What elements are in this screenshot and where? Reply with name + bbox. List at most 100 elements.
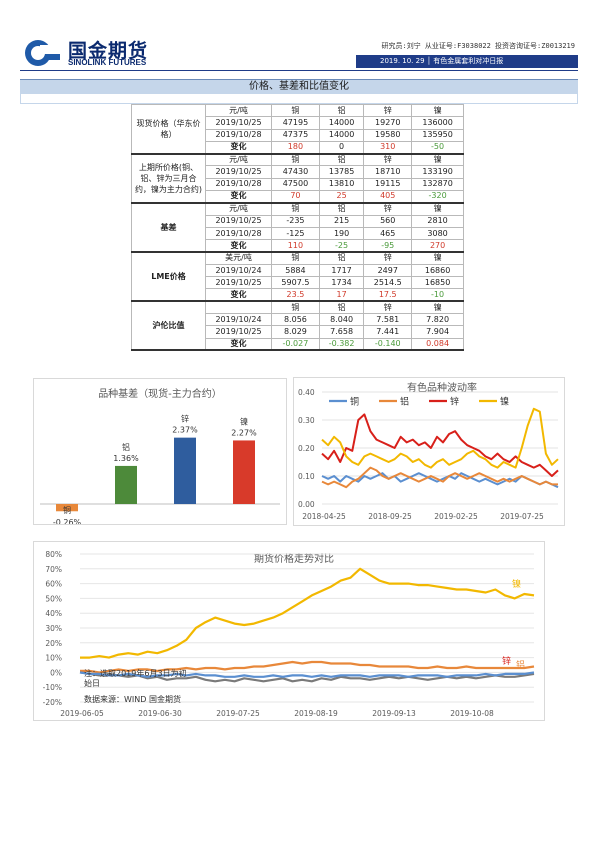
basis-bar-chart: 品种基差（现货-主力合约） 铜 -0.26% 铝 1.36% 锌 2.37% 镍 2.27%	[33, 378, 287, 527]
table-cell: 136000	[411, 116, 464, 130]
table-cell: -25	[318, 239, 365, 254]
table-cell: 1734	[318, 276, 365, 290]
table-cell: 47195	[271, 116, 320, 130]
table-row-label: 2019/10/24	[205, 263, 272, 278]
table-cell: 3080	[411, 226, 464, 241]
legend-label: 镍	[500, 396, 509, 408]
table-row-label: 2019/10/28	[205, 128, 272, 142]
y-tick-label: 80%	[45, 550, 62, 559]
table-cell: 18710	[363, 165, 413, 179]
table-cell: 铜	[271, 251, 320, 265]
volatility-line-chart: 有色品种波动率 0.00 0.10 0.20 0.30 0.40 2018-04-25 201…	[293, 377, 565, 526]
table-row: 变化 70 25 405 -320	[132, 190, 464, 204]
table-row-label: 变化	[205, 288, 272, 303]
table-cell: -0.027	[271, 337, 320, 352]
price-trend-chart: 期货价格走势对比 80% 70% 60% 50% 40% 30% 20% 10% 0% -10% -2…	[33, 541, 545, 721]
table-cell: 17.5	[363, 288, 413, 303]
table-cell: 镍	[411, 202, 464, 216]
company-name-cn: 国金期货	[68, 40, 149, 62]
table-row-label: 元/吨	[205, 153, 272, 167]
series-line	[321, 407, 559, 469]
table-cell: 锌	[363, 251, 413, 265]
table-row-label	[205, 300, 272, 315]
table-cell: 70	[271, 190, 320, 204]
table-row-label: 2019/10/24	[205, 313, 272, 327]
table-row-label: 元/吨	[205, 202, 272, 216]
table-cell: 铜	[271, 300, 320, 315]
x-tick-label: 2019-08-19	[294, 709, 338, 718]
table-row: LME价格 美元/吨铜铝锌镍	[131, 251, 464, 303]
y-tick-label: 0%	[50, 668, 62, 677]
chart-note: 始日	[84, 678, 100, 688]
y-tick-label: 0.10	[298, 472, 315, 481]
section-frame	[20, 94, 578, 104]
x-tick-label: 2019-06-05	[60, 709, 104, 718]
y-tick-label: -10%	[43, 683, 62, 692]
table-row: 上期所价格(铜、铝、锌为三月合约，镍为主力合约) 元/吨铜铝锌镍	[131, 153, 464, 204]
table-cell: 190	[318, 226, 365, 241]
table-cell: 133190	[411, 165, 464, 179]
table-cell: 17	[318, 288, 365, 303]
table-cell: 135950	[411, 128, 464, 142]
table-cell: 19580	[363, 128, 413, 142]
series-line	[80, 660, 535, 674]
price-basis-table: 现货价格（华东价格） 元/吨铜铝锌镍 2019/10/25 47195 14000 192…	[131, 103, 464, 352]
table-cell: 465	[363, 226, 413, 241]
table-cell: 13785	[318, 165, 365, 179]
bar-category-label: 铝	[122, 442, 130, 452]
table-cell: 镍	[411, 300, 464, 315]
table-row-label: 2019/10/25	[205, 165, 272, 179]
x-tick-label: 2018-04-25	[302, 512, 346, 521]
table-row-label: 2019/10/25	[205, 276, 272, 290]
table-cell: 7.658	[318, 325, 365, 339]
table-row: 2019/10/24 8.056 8.040 7.581 7.820	[132, 313, 464, 327]
series-end-label: 锌	[502, 655, 511, 667]
series-end-label: 镍	[512, 578, 521, 590]
table-row: 变化 23.5 17 17.5 -10	[132, 288, 464, 303]
chart-title: 期货价格走势对比	[254, 552, 334, 565]
table-row-label: 变化	[205, 190, 272, 204]
y-tick-label: 60%	[45, 580, 62, 589]
table-cell: 14000	[318, 116, 365, 130]
table-row: 变化 110 -25 -95 270	[132, 239, 464, 254]
table-row: 2019/10/28 -125 190 465 3080	[132, 226, 464, 241]
table-group-label: 上期所价格(铜、铝、锌为三月合约，镍为主力合约)	[131, 153, 206, 204]
table-cell: 0	[318, 140, 365, 155]
table-group-label: LME价格	[131, 251, 206, 303]
y-tick-label: 50%	[45, 594, 62, 603]
table-row-label: 元/吨	[205, 103, 272, 118]
header-divider	[20, 70, 578, 71]
table-cell: 180	[271, 140, 320, 155]
table-cell: 8.056	[271, 313, 320, 327]
section-title: 价格、基差和比值变化	[20, 79, 578, 94]
table-cell: 铝	[318, 202, 365, 216]
legend-label: 铝	[400, 396, 409, 408]
table-cell: 16860	[411, 263, 464, 278]
table-row-label: 2019/10/25	[205, 325, 272, 339]
table-cell: 310	[363, 140, 413, 155]
report-date-bar: 2019. 10. 29 │ 有色金属套利对冲日报	[356, 55, 578, 68]
table-cell: 铜	[271, 153, 320, 167]
table-row-label: 2019/10/25	[205, 214, 272, 228]
bar-category-label: 镍	[240, 416, 248, 426]
table-cell: 铜	[271, 202, 320, 216]
x-tick-label: 2019-07-25	[500, 512, 544, 521]
bar-value-label: 2.37%	[172, 426, 198, 435]
bar	[115, 465, 137, 504]
table-cell: 13810	[318, 177, 365, 192]
table-cell: 5907.5	[271, 276, 320, 290]
table-row: 现货价格（华东价格） 元/吨铜铝锌镍	[131, 103, 464, 155]
x-tick-label: 2018-09-25	[368, 512, 412, 521]
y-tick-label: 0.20	[298, 444, 315, 453]
table-group-label: 沪伦比值	[131, 300, 206, 352]
table-cell: 7.581	[363, 313, 413, 327]
table-cell: 560	[363, 214, 413, 228]
table-cell: 19270	[363, 116, 413, 130]
company-name-en: SINOLINK FUTURES	[68, 58, 147, 67]
table-row: 沪伦比值 铜铝锌镍	[131, 300, 464, 352]
table-cell: 铝	[318, 103, 365, 118]
table-cell: 铝	[318, 153, 365, 167]
y-tick-label: 10%	[45, 654, 62, 663]
table-cell: 47500	[271, 177, 320, 192]
chart-note: 注：选取2019年6月3日为初	[84, 668, 187, 678]
